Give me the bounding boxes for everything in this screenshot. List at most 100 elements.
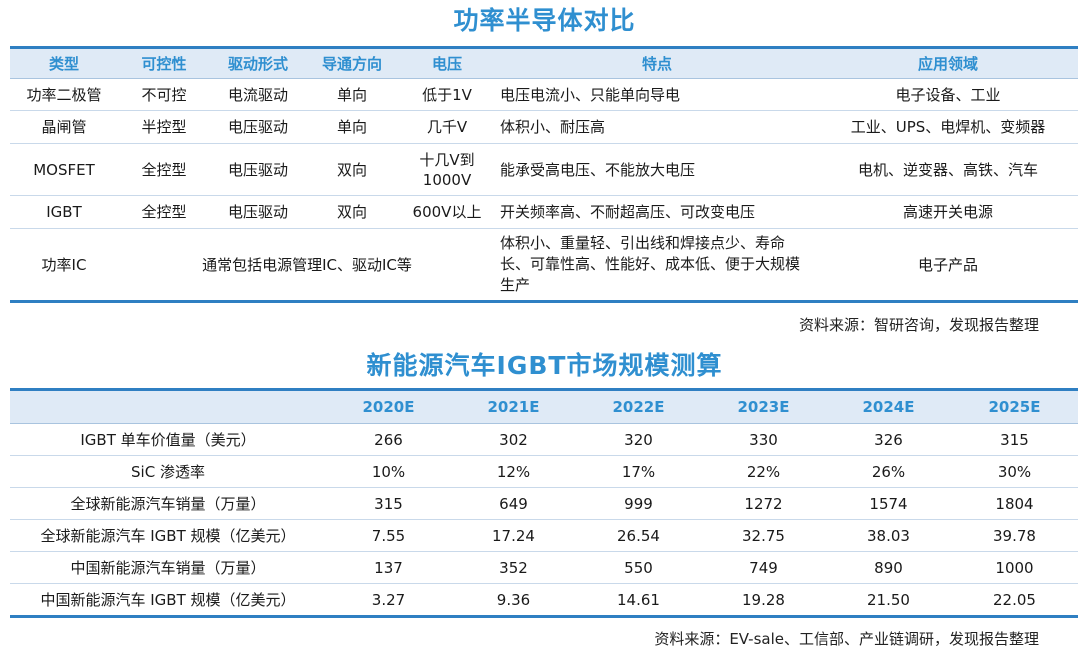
cell-control: 全控型 xyxy=(118,195,210,229)
cell-voltage: 低于1V xyxy=(398,78,496,111)
header-type: 类型 xyxy=(10,47,118,79)
table2-header-row: 2020E 2021E 2022E 2023E 2024E 2025E xyxy=(10,389,1078,424)
cell-value: 32.75 xyxy=(701,519,826,552)
cell-value: 10% xyxy=(326,455,451,488)
cell-value: 999 xyxy=(576,487,701,520)
cell-type: IGBT xyxy=(10,195,118,229)
header-year: 2021E xyxy=(451,389,576,424)
header-features: 特点 xyxy=(496,47,818,79)
cell-value: 1574 xyxy=(826,487,951,520)
cell-value: 38.03 xyxy=(826,519,951,552)
cell-value: 550 xyxy=(576,551,701,584)
cell-features: 体积小、重量轻、引出线和焊接点少、寿命长、可靠性高、性能好、成本低、便于大规模生… xyxy=(500,234,801,294)
table-row: 功率IC 通常包括电源管理IC、驱动IC等 体积小、重量轻、引出线和焊接点少、寿… xyxy=(10,229,1078,302)
cell-voltage: 十几V到1000V xyxy=(398,143,496,196)
cell-voltage: 几千V xyxy=(398,110,496,144)
cell-direction: 单向 xyxy=(306,110,398,144)
row-label: 全球新能源汽车销量（万量） xyxy=(10,487,326,520)
row-label: SiC 渗透率 xyxy=(10,455,326,488)
cell-value: 749 xyxy=(701,551,826,584)
header-year: 2023E xyxy=(701,389,826,424)
table-row: 全球新能源汽车 IGBT 规模（亿美元） 7.55 17.24 26.54 32… xyxy=(10,519,1078,552)
header-year: 2025E xyxy=(951,389,1078,424)
table-row: IGBT 全控型 电压驱动 双向 600V以上 开关频率高、不耐超高压、可改变电… xyxy=(10,195,1078,229)
row-label: IGBT 单车价值量（美元） xyxy=(10,423,326,456)
cell-voltage: 600V以上 xyxy=(398,195,496,229)
header-direction: 导通方向 xyxy=(306,47,398,79)
cell-value: 22.05 xyxy=(993,590,1036,609)
power-semiconductor-comparison-table: 类型 可控性 驱动形式 导通方向 电压 特点 应用领域 功率二极管 不可控 电流… xyxy=(10,46,1078,303)
cell-control: 全控型 xyxy=(118,143,210,196)
cell-value: 17% xyxy=(576,455,701,488)
cell-type: 功率IC xyxy=(41,255,87,274)
cell-value: 137 xyxy=(326,551,451,584)
header-application: 应用领域 xyxy=(818,47,1078,79)
cell-application: 电子产品 xyxy=(917,255,978,274)
table2-source: 资料来源：EV-sale、工信部、产业链调研，发现报告整理 xyxy=(654,630,1039,648)
cell-value: 26.54 xyxy=(576,519,701,552)
table-row: IGBT 单车价值量（美元） 266 302 320 330 326 315 xyxy=(10,423,1078,456)
cell-features: 电压电流小、只能单向导电 xyxy=(496,78,818,111)
cell-features: 能承受高电压、不能放大电压 xyxy=(496,143,818,196)
cell-drive: 电流驱动 xyxy=(210,78,306,111)
cell-value: 17.24 xyxy=(451,519,576,552)
cell-control: 不可控 xyxy=(118,78,210,111)
cell-value: 1272 xyxy=(701,487,826,520)
header-voltage: 电压 xyxy=(398,47,496,79)
table-row: 中国新能源汽车销量（万量） 137 352 550 749 890 1000 xyxy=(10,551,1078,584)
table2-title: 新能源汽车IGBT市场规模测算 xyxy=(366,351,723,380)
header-year: 2020E xyxy=(326,389,451,424)
cell-value: 649 xyxy=(451,487,576,520)
cell-value: 39.78 xyxy=(951,519,1078,552)
cell-value: 320 xyxy=(576,423,701,456)
cell-value: 266 xyxy=(326,423,451,456)
cell-drive: 电压驱动 xyxy=(210,143,306,196)
cell-features: 体积小、耐压高 xyxy=(496,110,818,144)
cell-value: 7.55 xyxy=(326,519,451,552)
cell-direction: 双向 xyxy=(306,143,398,196)
table1-title: 功率半导体对比 xyxy=(453,6,636,35)
cell-value: 21.50 xyxy=(867,590,910,609)
header-year: 2024E xyxy=(826,389,951,424)
cell-value: 3.27 xyxy=(371,590,406,609)
cell-value: 352 xyxy=(451,551,576,584)
cell-value: 1804 xyxy=(951,487,1078,520)
cell-drive: 电压驱动 xyxy=(210,110,306,144)
cell-type: 晶闸管 xyxy=(10,110,118,144)
cell-direction: 单向 xyxy=(306,78,398,111)
table-row: 中国新能源汽车 IGBT 规模（亿美元） 3.27 9.36 14.61 19.… xyxy=(10,584,1078,617)
cell-value: 26% xyxy=(826,455,951,488)
cell-value: 330 xyxy=(701,423,826,456)
cell-value: 326 xyxy=(826,423,951,456)
table-row: 全球新能源汽车销量（万量） 315 649 999 1272 1574 1804 xyxy=(10,487,1078,520)
cell-value: 315 xyxy=(951,423,1078,456)
row-label: 中国新能源汽车销量（万量） xyxy=(10,551,326,584)
cell-value: 890 xyxy=(826,551,951,584)
table1-header-row: 类型 可控性 驱动形式 导通方向 电压 特点 应用领域 xyxy=(10,47,1078,79)
cell-application: 工业、UPS、电焊机、变频器 xyxy=(818,110,1078,144)
cell-application: 电子设备、工业 xyxy=(818,78,1078,111)
cell-value: 1000 xyxy=(951,551,1078,584)
cell-direction: 双向 xyxy=(306,195,398,229)
header-drive: 驱动形式 xyxy=(210,47,306,79)
header-blank xyxy=(10,389,326,424)
table-row: SiC 渗透率 10% 12% 17% 22% 26% 30% xyxy=(10,455,1078,488)
row-label: 全球新能源汽车 IGBT 规模（亿美元） xyxy=(10,519,326,552)
cell-value: 315 xyxy=(326,487,451,520)
cell-type: 功率二极管 xyxy=(10,78,118,111)
cell-features: 开关频率高、不耐超高压、可改变电压 xyxy=(496,195,818,229)
cell-value: 22% xyxy=(701,455,826,488)
cell-drive: 电压驱动 xyxy=(210,195,306,229)
cell-value: 19.28 xyxy=(742,590,785,609)
cell-application: 高速开关电源 xyxy=(818,195,1078,229)
header-year: 2022E xyxy=(576,389,701,424)
table1-source: 资料来源：智研咨询，发现报告整理 xyxy=(798,316,1039,334)
cell-control: 半控型 xyxy=(118,110,210,144)
cell-value: 14.61 xyxy=(617,590,660,609)
row-label: 中国新能源汽车 IGBT 规模（亿美元） xyxy=(40,590,296,609)
table-row: 功率二极管 不可控 电流驱动 单向 低于1V 电压电流小、只能单向导电 电子设备… xyxy=(10,78,1078,111)
cell-value: 302 xyxy=(451,423,576,456)
cell-value: 9.36 xyxy=(496,590,531,609)
cell-type: MOSFET xyxy=(10,143,118,196)
cell-ic-description: 通常包括电源管理IC、驱动IC等 xyxy=(202,255,412,274)
